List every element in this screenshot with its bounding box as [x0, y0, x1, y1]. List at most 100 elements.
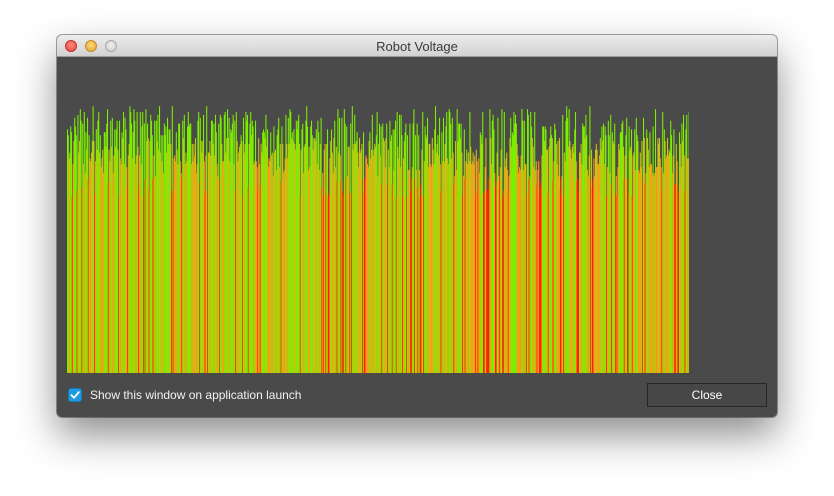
voltage-bar	[499, 167, 501, 373]
voltage-bar	[494, 172, 496, 373]
voltage-bar	[663, 129, 665, 373]
close-button[interactable]: Close	[647, 383, 767, 407]
voltage-bar	[175, 161, 177, 373]
voltage-bar	[411, 178, 413, 373]
voltage-bar	[327, 129, 329, 373]
voltage-bar	[676, 161, 678, 373]
voltage-bar	[533, 167, 535, 373]
voltage-bar	[211, 120, 213, 373]
voltage-bar	[107, 109, 109, 373]
voltage-bar	[257, 190, 259, 373]
voltage-bar	[150, 114, 152, 374]
voltage-bar	[194, 155, 196, 373]
voltage-bar	[96, 149, 98, 373]
voltage-bar	[663, 172, 665, 373]
voltage-bar	[215, 114, 217, 374]
voltage-bar	[226, 138, 228, 373]
voltage-bar	[351, 106, 353, 373]
voltage-bar	[571, 146, 573, 373]
voltage-bar	[563, 196, 565, 373]
voltage-bar	[552, 181, 554, 373]
voltage-bar	[488, 187, 490, 373]
voltage-bar	[329, 158, 331, 373]
voltage-bar	[542, 126, 544, 373]
voltage-bar	[265, 114, 267, 374]
voltage-bar	[568, 109, 570, 373]
voltage-bar	[189, 123, 191, 373]
close-window-icon[interactable]	[65, 40, 77, 52]
voltage-bar	[408, 170, 410, 373]
voltage-bar	[634, 129, 636, 373]
voltage-bar	[379, 123, 381, 373]
voltage-bar	[398, 158, 400, 373]
voltage-bar	[140, 164, 142, 373]
voltage-bar	[367, 167, 369, 373]
voltage-bar	[99, 135, 101, 373]
voltage-bar	[202, 141, 204, 373]
voltage-bar	[203, 161, 205, 373]
voltage-bar	[214, 155, 216, 373]
voltage-bar	[432, 149, 434, 373]
voltage-bar	[612, 141, 614, 373]
voltage-bar	[590, 178, 592, 373]
voltage-bar	[515, 114, 517, 374]
voltage-bar	[525, 164, 527, 373]
voltage-bar	[385, 138, 387, 373]
voltage-bar	[549, 138, 551, 373]
voltage-bar	[209, 141, 211, 373]
voltage-bar	[114, 129, 116, 373]
voltage-bar	[306, 106, 308, 373]
voltage-bar	[596, 149, 598, 373]
voltage-bar	[176, 149, 178, 373]
voltage-bar	[326, 143, 328, 373]
voltage-bar	[449, 112, 451, 373]
voltage-bar	[406, 196, 408, 373]
voltage-bar	[293, 129, 295, 373]
voltage-bar	[514, 123, 516, 373]
voltage-bar	[405, 123, 407, 373]
voltage-bar	[622, 120, 624, 373]
minimize-window-icon[interactable]	[85, 40, 97, 52]
voltage-bar	[483, 193, 485, 373]
voltage-bar	[681, 123, 683, 373]
voltage-bar	[296, 129, 298, 373]
voltage-bar	[91, 141, 93, 373]
voltage-bar	[305, 120, 307, 373]
voltage-bar	[143, 123, 145, 373]
voltage-bar	[355, 143, 357, 373]
voltage-bar	[582, 123, 584, 373]
voltage-bar	[357, 152, 359, 373]
voltage-bar	[207, 190, 209, 373]
voltage-bar	[601, 126, 603, 373]
voltage-bar	[655, 167, 657, 373]
voltage-bar	[106, 123, 108, 373]
voltage-bar	[95, 161, 97, 373]
voltage-bar	[123, 164, 125, 373]
voltage-bar	[647, 149, 649, 373]
voltage-bar	[620, 132, 622, 373]
voltage-bar	[159, 152, 161, 373]
voltage-bar	[289, 109, 291, 373]
voltage-bar	[653, 175, 655, 373]
voltage-bar	[427, 117, 429, 373]
voltage-bar	[516, 143, 518, 373]
voltage-bar	[465, 161, 467, 373]
voltage-bar	[586, 135, 588, 373]
voltage-bar	[196, 164, 198, 373]
zoom-window-icon[interactable]	[105, 40, 117, 52]
voltage-bar	[430, 164, 432, 373]
voltage-bar	[467, 164, 469, 373]
voltage-bar	[380, 126, 382, 373]
voltage-bar	[97, 120, 99, 373]
voltage-bar	[657, 138, 659, 373]
voltage-bar	[527, 114, 529, 374]
voltage-bar	[463, 129, 465, 373]
title-bar[interactable]: Robot Voltage	[57, 35, 777, 57]
voltage-bar	[415, 170, 417, 373]
voltage-bar	[200, 141, 202, 373]
voltage-bar	[511, 132, 513, 373]
show-on-launch-checkbox[interactable]	[68, 388, 82, 402]
voltage-bar	[180, 172, 182, 373]
voltage-bar	[527, 109, 529, 373]
voltage-bar	[229, 161, 231, 373]
